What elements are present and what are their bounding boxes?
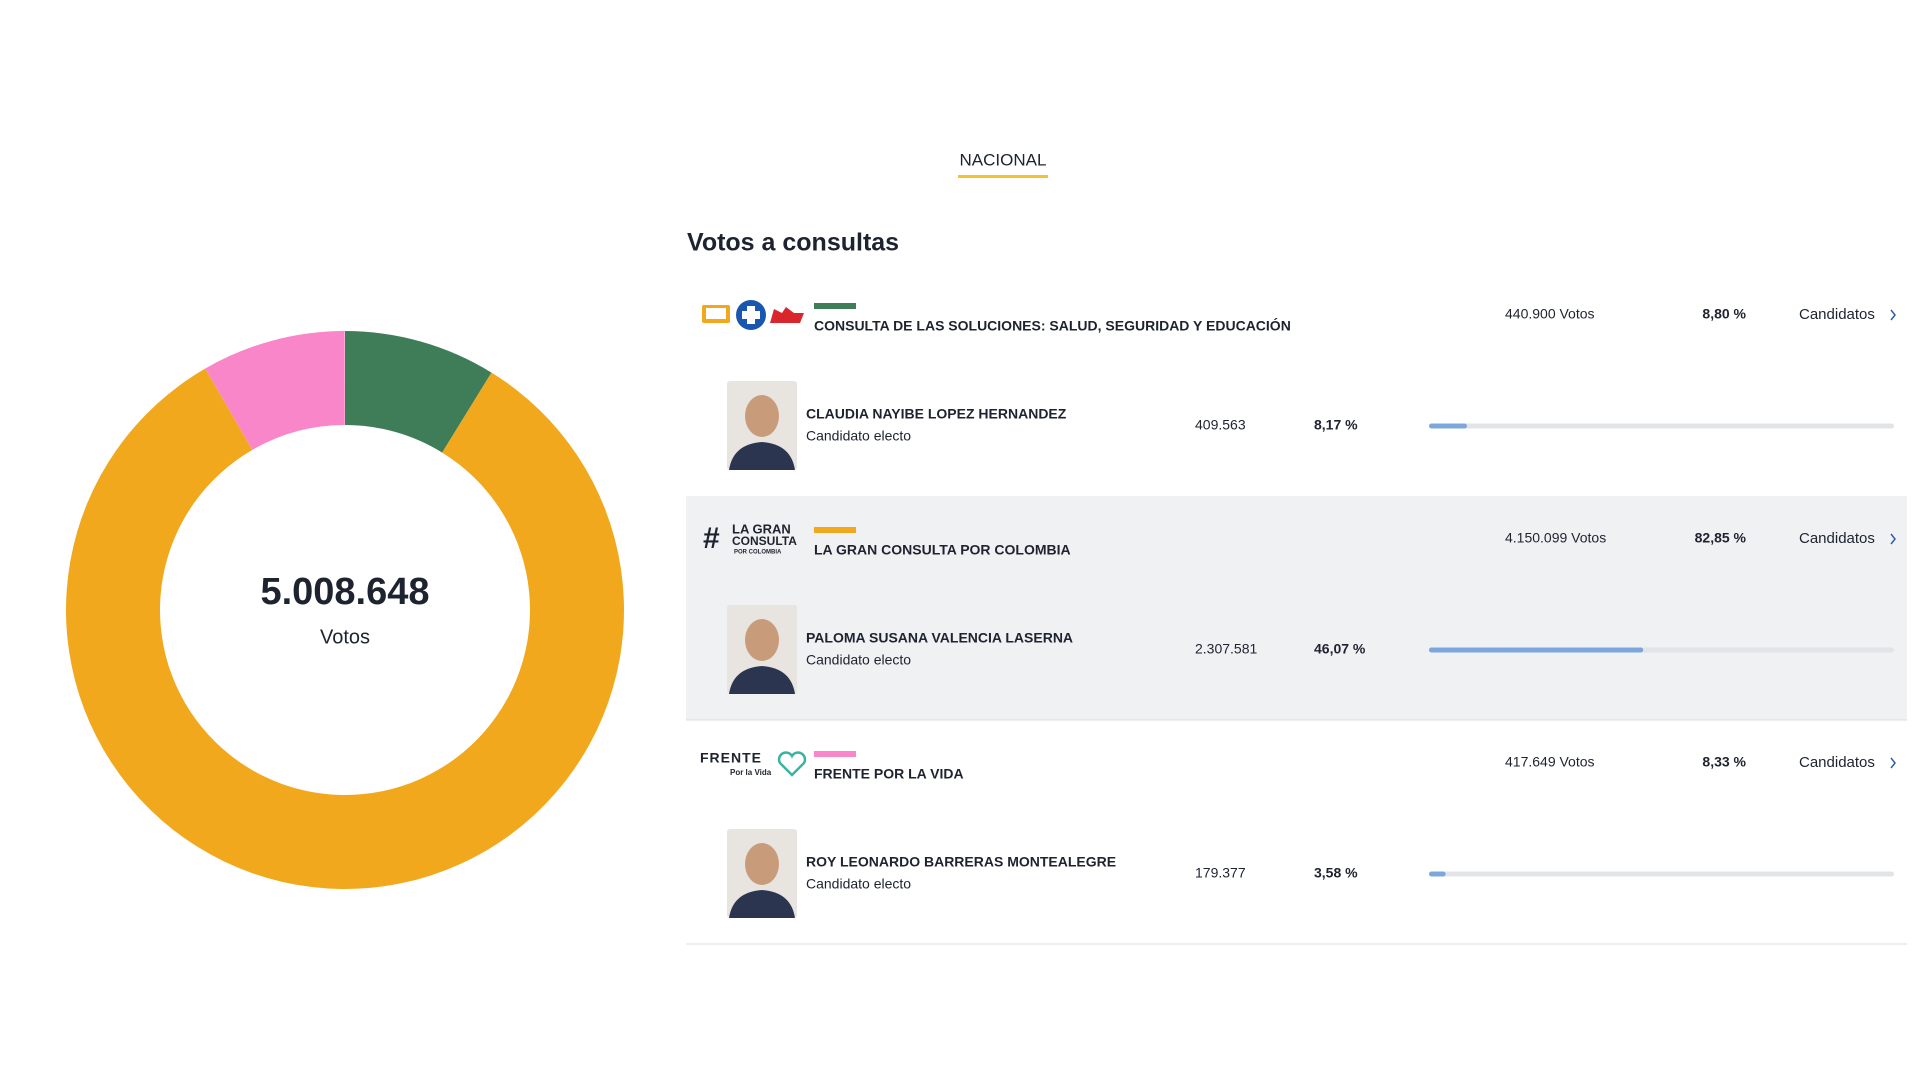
consulta-votes: 4.150.099 Votos: [1505, 530, 1606, 546]
candidate-status: Candidato electo: [806, 876, 911, 892]
candidate-status: Candidato electo: [806, 652, 911, 668]
candidate-status: Candidato electo: [806, 428, 911, 444]
consulta-group: FRENTE Por la Vida FRENTE POR LA VIDA 417.6…: [700, 750, 1896, 918]
logo-text: CONSULTA: [732, 534, 797, 548]
photo-head: [745, 395, 779, 437]
bar-fill: [1429, 871, 1446, 877]
candidate-percent: 46,07 %: [1314, 641, 1366, 657]
bar-fill: [1429, 423, 1467, 429]
consulta-name: CONSULTA DE LAS SOLUCIONES: SALUD, SEGUR…: [814, 317, 1291, 334]
candidate-photo: [727, 829, 797, 918]
candidate-photo: [727, 381, 797, 470]
logo-icon: [742, 306, 760, 324]
logo-text: FRENTE: [700, 750, 762, 766]
consulta-name: LA GRAN CONSULTA POR COLOMBIA: [814, 542, 1071, 558]
photo-body: [729, 442, 795, 470]
candidate-votes: 409.563: [1195, 417, 1246, 433]
photo-head: [745, 843, 779, 885]
candidates-link[interactable]: Candidatos: [1799, 306, 1875, 323]
photo-head: [745, 619, 779, 661]
section-title: Votos a consultas: [687, 229, 899, 257]
consulta-percent: 82,85 %: [1695, 530, 1747, 546]
bar-track: [1429, 423, 1894, 429]
logo-text: Por la Vida: [730, 768, 772, 777]
donut-segment: [205, 331, 345, 450]
color-swatch: [814, 303, 856, 309]
candidate-photo: [727, 605, 797, 694]
consulta-votes: 440.900 Votos: [1505, 306, 1595, 322]
logo-heart: [777, 751, 807, 777]
consulta-group: CONSULTA DE LAS SOLUCIONES: SALUD, SEGUR…: [702, 300, 1896, 470]
consulta-votes: 417.649 Votos: [1505, 754, 1595, 770]
donut-segment: [65, 368, 624, 889]
photo-body: [729, 666, 795, 694]
candidate-votes: 179.377: [1195, 865, 1246, 881]
donut-segment: [345, 331, 492, 453]
bar-fill: [1429, 647, 1644, 653]
chevron: [1890, 533, 1896, 545]
candidates-link[interactable]: Candidatos: [1799, 754, 1875, 771]
candidate-percent: 3,58 %: [1314, 865, 1358, 881]
logo-text: POR COLOMBIA: [734, 550, 782, 556]
logo-text: LA GRAN: [732, 521, 791, 536]
color-swatch: [814, 527, 856, 533]
candidate-percent: 8,17 %: [1314, 417, 1358, 433]
chevron: [1890, 757, 1896, 769]
bar-track: [1429, 871, 1894, 877]
photo-body: [729, 890, 795, 918]
candidate-name: CLAUDIA NAYIBE LOPEZ HERNANDEZ: [806, 406, 1067, 422]
candidate-name: ROY LEONARDO BARRERAS MONTEALEGRE: [806, 854, 1116, 870]
candidate-name: PALOMA SUSANA VALENCIA LASERNA: [806, 630, 1073, 646]
logo-icon: [770, 307, 804, 323]
tab-underline: [958, 175, 1048, 178]
chevron: [1890, 309, 1896, 321]
logo-icon: [706, 308, 726, 319]
consulta-percent: 8,33 %: [1702, 754, 1746, 770]
color-swatch: [814, 751, 856, 757]
donut-total: 5.008.648: [260, 571, 429, 613]
donut-caption: Votos: [320, 626, 370, 648]
logo-text: #: [703, 522, 720, 555]
candidate-votes: 2.307.581: [1195, 641, 1257, 657]
highlight-row: [686, 496, 1907, 720]
candidates-link[interactable]: Candidatos: [1799, 530, 1875, 547]
consulta-name: FRENTE POR LA VIDA: [814, 766, 964, 782]
tab-nacional[interactable]: NACIONAL: [960, 150, 1047, 169]
consulta-percent: 8,80 %: [1702, 306, 1746, 322]
